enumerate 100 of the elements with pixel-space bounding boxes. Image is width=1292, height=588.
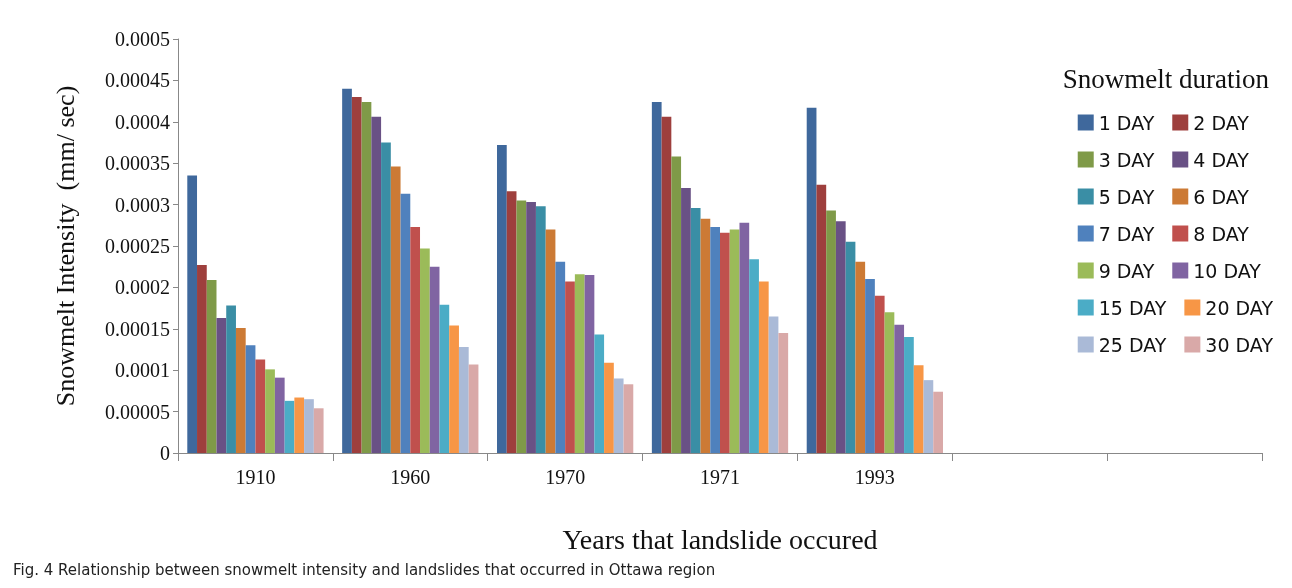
bar	[439, 304, 450, 453]
bar	[284, 400, 295, 453]
bar	[245, 345, 256, 453]
bar	[429, 266, 440, 453]
bar	[255, 359, 266, 453]
bar	[294, 397, 305, 453]
bar	[661, 116, 672, 453]
bar	[371, 116, 382, 453]
y-tick-label: 0.0002	[115, 276, 170, 299]
bar	[681, 188, 691, 453]
bar	[265, 369, 275, 453]
bar	[710, 226, 720, 453]
bar	[933, 391, 943, 453]
bar	[651, 101, 662, 453]
legend-label: 7 DAY	[1098, 222, 1155, 245]
bar	[351, 96, 362, 453]
bar	[623, 384, 634, 453]
caption: Fig. 4 Relationship between snowmelt intensity and landslides that occurred in Ottawa region	[13, 560, 716, 579]
x-tick-label: 1910	[235, 466, 276, 488]
bar	[806, 107, 817, 453]
x-tick-label: 1970	[545, 466, 586, 488]
bar	[304, 399, 314, 453]
bar	[865, 279, 875, 453]
y-tick-label: 0.0001	[115, 359, 170, 382]
bar	[613, 378, 624, 453]
bar	[410, 226, 421, 453]
bar	[700, 218, 711, 453]
bar	[894, 324, 905, 453]
bar	[226, 305, 236, 453]
legend-label: 15 DAY	[1098, 296, 1167, 319]
bar	[749, 259, 759, 453]
y-tick-label: 0.00015	[105, 317, 170, 340]
bar	[594, 334, 605, 453]
bar	[923, 380, 934, 453]
bar	[845, 241, 856, 453]
bar	[874, 295, 885, 453]
bar	[826, 210, 836, 453]
bar	[197, 265, 207, 453]
bar	[758, 281, 769, 453]
legend-label: 4 DAY	[1193, 148, 1250, 171]
bar	[855, 261, 866, 453]
bar	[913, 365, 924, 453]
y-tick-label: 0.00005	[105, 400, 170, 423]
bar	[497, 144, 507, 453]
bar	[584, 274, 595, 453]
bar	[206, 279, 217, 453]
bar	[526, 202, 536, 453]
bar	[604, 362, 614, 453]
bar	[904, 337, 914, 453]
bar	[884, 312, 895, 453]
y-tick-label: 0.00025	[105, 235, 170, 257]
bar	[768, 316, 779, 453]
bar	[458, 347, 469, 453]
bar	[535, 206, 546, 453]
y-tick-label: 0.00045	[105, 69, 170, 92]
legend-label: 1 DAY	[1098, 111, 1155, 134]
bar	[468, 364, 479, 453]
bar	[555, 261, 566, 453]
bar	[835, 221, 846, 453]
legend-label: 30 DAY	[1205, 333, 1274, 356]
bar	[720, 232, 730, 453]
legend-label: 10 DAY	[1193, 259, 1262, 282]
bar	[545, 229, 556, 453]
bar	[216, 318, 227, 453]
bar	[506, 191, 517, 453]
bar	[516, 200, 527, 453]
bar	[574, 274, 585, 453]
legend-label: 8 DAY	[1193, 222, 1250, 245]
bar	[381, 142, 391, 453]
y-axis-title: Snowmelt Intensity (mm/ sec)	[50, 85, 80, 407]
y-tick-label: 0.0003	[115, 193, 170, 216]
bar	[816, 184, 827, 453]
y-tick-label: 0.0004	[115, 110, 170, 133]
bar	[274, 377, 285, 453]
x-tick-label: 1960	[390, 466, 431, 488]
bar	[313, 408, 324, 453]
bar	[361, 101, 372, 453]
bar	[449, 325, 459, 453]
y-tick-label: 0.00035	[105, 152, 170, 175]
bar	[739, 222, 750, 453]
legend-label: 9 DAY	[1098, 259, 1155, 282]
bar	[671, 156, 682, 453]
bar	[400, 193, 411, 453]
bar	[235, 327, 246, 453]
y-tick-label: 0.0005	[115, 28, 170, 50]
x-tick-label: 1993	[854, 466, 895, 488]
legend-title: Snowmelt duration	[1062, 63, 1270, 94]
bar	[729, 229, 740, 453]
bar	[690, 207, 701, 453]
x-tick-label: 1971	[700, 466, 740, 488]
bar	[420, 248, 430, 453]
y-tick-label: 0	[160, 442, 170, 464]
bar	[187, 175, 198, 453]
legend-label: 25 DAY	[1098, 333, 1167, 356]
legend-label: 20 DAY	[1205, 296, 1274, 319]
legend-label: 3 DAY	[1098, 148, 1155, 171]
legend-label: 2 DAY	[1193, 111, 1250, 134]
bar	[778, 332, 789, 453]
x-axis-title: Years that landslide occured	[562, 523, 878, 555]
bar	[342, 88, 352, 453]
